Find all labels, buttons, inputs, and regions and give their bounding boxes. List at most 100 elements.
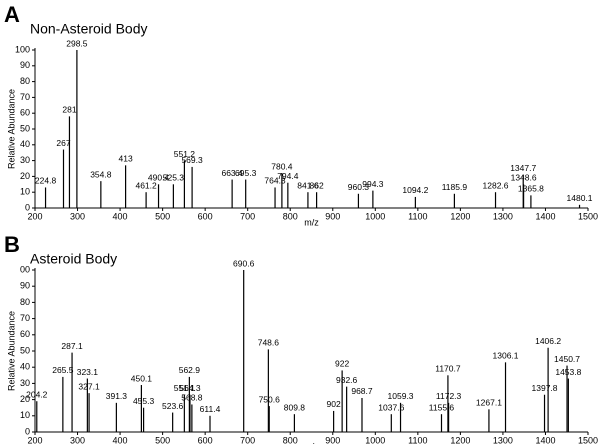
peak-label: 523.6 xyxy=(162,401,184,411)
peak-label: 1348.6 xyxy=(511,173,537,183)
peak-label: 490.4 xyxy=(148,173,170,183)
x-axis-label: m/z xyxy=(304,217,319,227)
peak-label: 841.6 xyxy=(297,180,319,190)
y-axis-label: Relative Abundance xyxy=(6,89,16,169)
x-tick-label: 700 xyxy=(240,211,255,221)
x-tick-label: 200 xyxy=(27,211,42,221)
x-tick-label: 300 xyxy=(70,211,85,221)
x-tick-label: 1300 xyxy=(493,211,513,221)
x-tick-label: 200 xyxy=(27,435,42,444)
peak-label: 568.8 xyxy=(181,393,203,403)
peak-label: 968.7 xyxy=(351,386,373,396)
peak-label: 1397.8 xyxy=(532,383,558,393)
peak-label: 391.3 xyxy=(106,391,128,401)
y-tick-label: 10 xyxy=(20,410,30,420)
y-tick-label: 60 xyxy=(20,329,30,339)
panel-letter: A xyxy=(4,2,20,27)
peak-label: 994.3 xyxy=(362,179,384,189)
x-tick-label: 1000 xyxy=(365,211,385,221)
y-tick-label: 80 xyxy=(20,297,30,307)
y-tick-label: 0 xyxy=(25,426,30,436)
peak-label: 461.2 xyxy=(135,180,157,190)
x-tick-label: 1000 xyxy=(365,435,385,444)
peak-label: 960.3 xyxy=(348,182,370,192)
peak-label: 695.3 xyxy=(235,168,257,178)
x-tick-label: 900 xyxy=(325,435,340,444)
y-tick-label: 60 xyxy=(20,108,30,118)
peak-label: 1172.3 xyxy=(436,391,462,401)
peak-label: 862 xyxy=(310,180,324,190)
x-tick-label: 1500 xyxy=(578,435,598,444)
peak-label: 551.1 xyxy=(174,383,196,393)
x-tick-label: 300 xyxy=(70,435,85,444)
y-tick-label: 80 xyxy=(20,76,30,86)
x-tick-label: 800 xyxy=(283,435,298,444)
y-tick-label: 70 xyxy=(20,92,30,102)
y-tick-label: 20 xyxy=(20,394,30,404)
peak-label: 1170.7 xyxy=(435,364,461,374)
peak-label: 281 xyxy=(62,105,76,115)
peak-label: 1453.8 xyxy=(555,367,581,377)
peak-label: 1480.1 xyxy=(567,193,593,203)
peak-label: 1347.7 xyxy=(510,163,536,173)
x-tick-label: 500 xyxy=(155,211,170,221)
peak-label: 932.6 xyxy=(336,375,358,385)
y-tick-label: 20 xyxy=(20,171,30,181)
y-tick-label: 30 xyxy=(20,155,30,165)
peak-label: 663.4 xyxy=(221,168,243,178)
peak-label: 569.3 xyxy=(181,155,203,165)
peak-label: 354.8 xyxy=(90,169,112,179)
x-tick-label: 400 xyxy=(113,435,128,444)
peak-label: 1059.3 xyxy=(388,391,414,401)
panel-letter: B xyxy=(4,232,20,257)
peak-label: 611.4 xyxy=(200,404,221,414)
peak-label: 809.8 xyxy=(284,402,306,412)
x-tick-label: 1300 xyxy=(493,435,513,444)
x-axis-label: m/z xyxy=(304,441,319,444)
peak-label: 564.3 xyxy=(179,383,201,393)
peak-label: 748.6 xyxy=(258,338,280,348)
peak-label: 1282.6 xyxy=(483,180,509,190)
peak-label: 298.5 xyxy=(66,38,88,48)
peak-label: 204.2 xyxy=(26,389,48,399)
peak-label: 1365.8 xyxy=(518,184,544,194)
peak-label: 690.6 xyxy=(233,258,255,268)
peak-label: 1155.6 xyxy=(429,402,455,412)
y-tick-label: 90 xyxy=(20,60,30,70)
x-tick-label: 700 xyxy=(240,435,255,444)
x-tick-label: 1100 xyxy=(408,435,427,444)
peak-label: 794.4 xyxy=(277,171,299,181)
y-tick-label: 40 xyxy=(20,139,30,149)
x-tick-label: 1200 xyxy=(450,435,470,444)
peak-label: 265.5 xyxy=(52,365,74,375)
y-tick-label: 100 xyxy=(15,44,30,54)
x-tick-label: 1200 xyxy=(450,211,470,221)
y-tick-label: 90 xyxy=(20,281,30,291)
y-tick-label: 0 xyxy=(25,202,30,212)
x-tick-label: 1100 xyxy=(408,211,427,221)
y-tick-label: 00 xyxy=(20,264,30,274)
x-tick-label: 1400 xyxy=(535,211,555,221)
peak-label: 323.1 xyxy=(77,367,99,377)
peak-label: 551.2 xyxy=(174,149,196,159)
peak-label: 327.1 xyxy=(78,381,100,391)
peak-label: 780.4 xyxy=(271,161,293,171)
x-tick-label: 500 xyxy=(155,435,170,444)
peak-label: 1185.9 xyxy=(442,182,468,192)
peak-label: 902 xyxy=(327,399,341,409)
peak-label: 750.6 xyxy=(259,394,281,404)
peak-label: 267 xyxy=(56,138,70,148)
peak-label: 287.1 xyxy=(61,341,83,351)
y-tick-label: 50 xyxy=(20,345,30,355)
panel-title: Non-Asteroid Body xyxy=(30,21,148,37)
peak-label: 455.3 xyxy=(133,396,155,406)
x-tick-label: 400 xyxy=(113,211,128,221)
peak-label: 1037.6 xyxy=(378,402,404,412)
peak-label: 413 xyxy=(119,154,133,164)
x-tick-label: 1500 xyxy=(578,211,598,221)
y-axis-label: Relative Abundance xyxy=(6,311,16,391)
peak-label: 1406.2 xyxy=(535,336,561,346)
peak-label: 1267.1 xyxy=(476,398,502,408)
peak-label: 764.3 xyxy=(264,176,286,186)
